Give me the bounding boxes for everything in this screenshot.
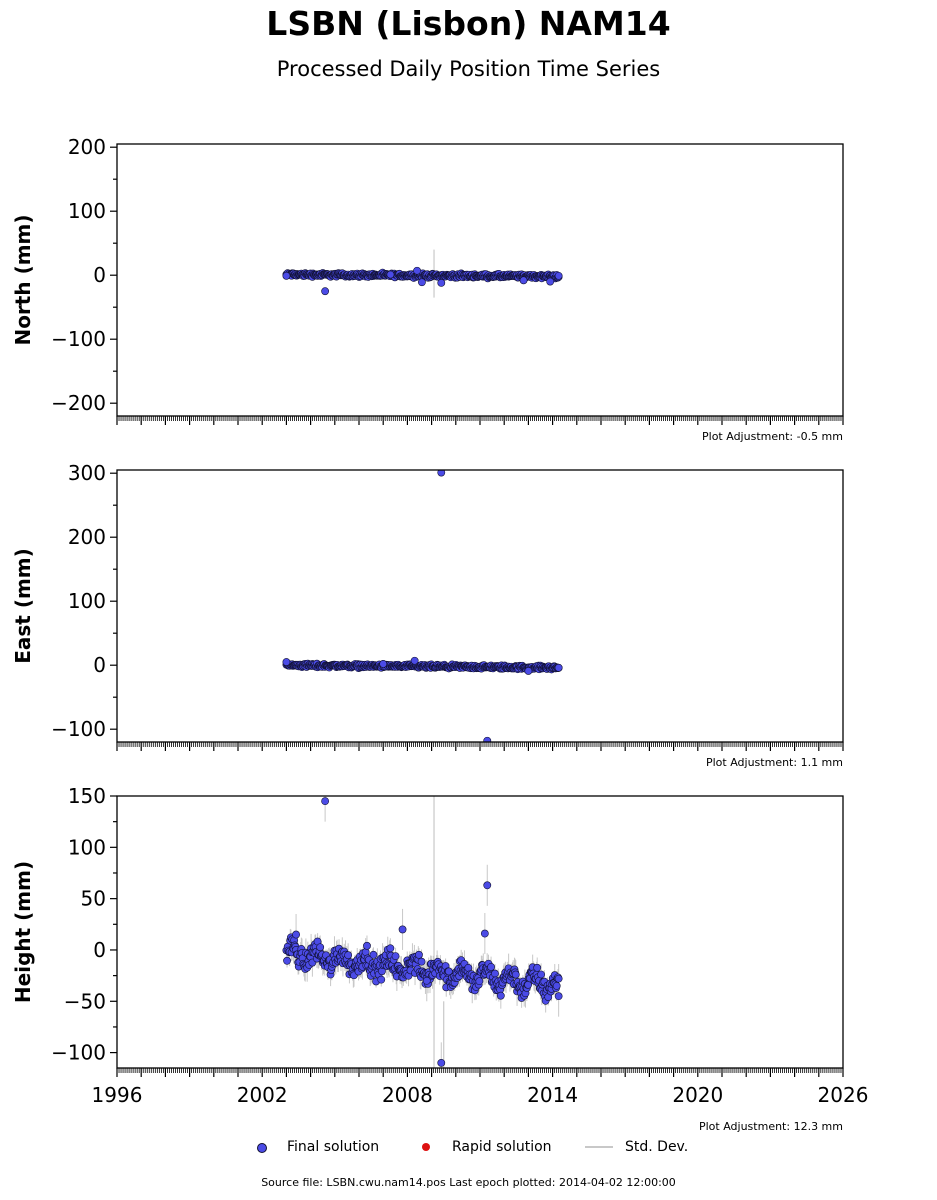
x-tick-label: 2020	[672, 1083, 723, 1107]
outlier-point	[321, 287, 330, 296]
outlier-point	[418, 278, 426, 287]
y-tick-label: 200	[68, 525, 106, 549]
x-tick-label: 2014	[527, 1083, 578, 1107]
data-point	[391, 952, 400, 961]
outlier-point	[437, 1058, 446, 1067]
chart-subtitle: Processed Daily Position Time Series	[276, 57, 661, 81]
panel-1-marks	[282, 249, 563, 298]
y-tick-label: −100	[51, 1041, 106, 1065]
data-point	[377, 975, 386, 984]
outlier-point	[292, 930, 300, 939]
data-point	[363, 941, 371, 950]
x-tick-label: 2026	[818, 1083, 869, 1107]
outlier-point	[398, 925, 407, 934]
y-tick-label: 0	[93, 653, 106, 677]
source-footer: Source file: LSBN.cwu.nam14.pos Last epo…	[261, 1176, 676, 1189]
y-tick-label: −50	[64, 989, 106, 1013]
y-axis-label: Height (mm)	[11, 861, 35, 1003]
y-tick-label: 0	[93, 263, 106, 287]
legend-final-label: Final solution	[287, 1139, 380, 1155]
y-tick-label: 200	[68, 135, 106, 159]
std-dev-marker	[585, 1146, 613, 1148]
panel-3-frame	[116, 795, 844, 1069]
y-tick-label: 150	[68, 784, 106, 808]
rapid-solution-marker	[422, 1143, 430, 1151]
panel-2-frame	[116, 469, 844, 743]
legend-std-label: Std. Dev.	[625, 1139, 689, 1155]
data-point	[475, 977, 484, 986]
outlier-point	[379, 660, 388, 668]
outlier-point	[422, 976, 431, 985]
outlier-point	[483, 736, 492, 742]
panel-3-marks	[282, 796, 563, 1068]
legend-rapid-label: Rapid solution	[452, 1139, 552, 1155]
legend: Final solution Rapid solution Std. Dev.	[0, 1137, 937, 1159]
x-tick-label: 2008	[382, 1083, 433, 1107]
outlier-point	[554, 992, 563, 1001]
data-point	[415, 950, 423, 959]
x-tick-label: 1996	[92, 1083, 143, 1107]
y-axis-label: East (mm)	[11, 548, 35, 664]
data-point	[491, 969, 499, 978]
plot-adjustment-note: Plot Adjustment: -0.5 mm	[702, 430, 843, 443]
outlier-point	[546, 277, 555, 286]
y-tick-label: 0	[93, 938, 106, 962]
y-tick-label: −100	[51, 327, 106, 351]
outlier-point	[437, 470, 446, 477]
data-point	[369, 950, 378, 959]
outlier-point	[524, 667, 533, 675]
data-point	[511, 970, 520, 979]
y-tick-label: 50	[81, 887, 106, 911]
outlier-point	[554, 663, 563, 672]
y-tick-label: 100	[68, 589, 106, 613]
y-tick-label: 300	[68, 461, 106, 485]
y-tick-label: 100	[68, 835, 106, 859]
outlier-point	[519, 276, 528, 285]
data-point	[533, 963, 542, 972]
data-point	[552, 981, 561, 990]
final-solution-marker	[257, 1143, 267, 1153]
x-tick-label: 2002	[237, 1083, 288, 1107]
data-point	[417, 957, 426, 966]
y-tick-label: 100	[68, 199, 106, 223]
outlier-point	[480, 929, 489, 938]
data-point	[344, 951, 353, 960]
plot-adjustment-note: Plot Adjustment: 12.3 mm	[699, 1120, 843, 1133]
outlier-point	[413, 266, 421, 275]
data-point	[496, 991, 505, 1000]
plot-adjustment-note: Plot Adjustment: 1.1 mm	[706, 756, 843, 769]
outlier-point	[386, 270, 395, 279]
outlier-point	[483, 881, 492, 890]
y-tick-label: −100	[51, 717, 106, 741]
data-point	[487, 963, 495, 971]
y-axis-label: North (mm)	[11, 214, 35, 345]
data-point	[524, 980, 533, 989]
outlier-point	[282, 658, 291, 666]
outlier-point	[321, 797, 330, 806]
outlier-point	[437, 278, 446, 287]
y-tick-label: −200	[51, 391, 106, 415]
data-point	[283, 956, 291, 965]
outlier-point	[410, 656, 419, 665]
data-point	[554, 974, 563, 983]
data-point	[316, 943, 325, 952]
outlier-point	[554, 271, 563, 280]
data-point	[537, 970, 546, 979]
chart-title: LSBN (Lisbon) NAM14	[266, 4, 671, 43]
data-point	[386, 944, 395, 953]
panel-2-marks	[282, 470, 563, 742]
outlier-point	[282, 271, 291, 280]
